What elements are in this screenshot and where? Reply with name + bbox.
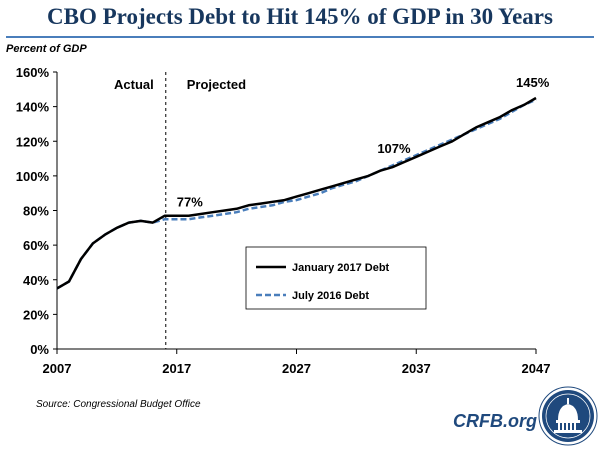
y-tick-labels: 0% 20% 40% 60% 80% 100% 120% 140% 160% xyxy=(16,65,50,357)
chart-annotations: 77% 107% 145% xyxy=(177,75,550,210)
chart-legend: January 2017 Debt July 2016 Debt xyxy=(245,246,427,310)
x-tick-label: 2047 xyxy=(522,361,551,376)
x-tick-label: 2037 xyxy=(402,361,431,376)
y-tick-label: 140% xyxy=(16,100,50,115)
y-axis-label: Percent of GDP xyxy=(6,43,87,55)
y-tick-label: 20% xyxy=(23,307,49,322)
data-label: 107% xyxy=(377,141,411,156)
chart-series xyxy=(56,96,537,290)
y-tick-label: 0% xyxy=(30,342,49,357)
x-tick-label: 2007 xyxy=(43,361,72,376)
y-tick-label: 120% xyxy=(16,134,50,149)
y-tick-label: 80% xyxy=(23,204,49,219)
series-line-january-2017 xyxy=(56,96,537,290)
source-note: Source: Congressional Budget Office xyxy=(36,399,201,410)
x-tick-labels: 2007 2017 2027 2037 2047 xyxy=(43,361,551,376)
x-tick-label: 2027 xyxy=(282,361,311,376)
legend-entry: July 2016 Debt xyxy=(292,290,369,302)
region-label-projected: Projected xyxy=(187,77,246,92)
data-label: 145% xyxy=(516,75,550,90)
region-label-actual: Actual xyxy=(114,77,154,92)
y-tick-label: 60% xyxy=(23,238,49,253)
y-tick-label: 100% xyxy=(16,169,50,184)
x-tick-label: 2017 xyxy=(162,361,191,376)
data-label: 77% xyxy=(177,195,203,210)
chart-title: CBO Projects Debt to Hit 145% of GDP in … xyxy=(47,4,553,29)
legend-box xyxy=(245,246,427,310)
site-link[interactable]: CRFB.org xyxy=(453,411,537,431)
legend-entry: January 2017 Debt xyxy=(292,262,390,274)
capitol-dome-seal-icon xyxy=(538,386,598,446)
chart-axes: Actual Projected xyxy=(53,71,537,354)
y-tick-label: 40% xyxy=(23,273,49,288)
y-tick-label: 160% xyxy=(16,65,50,80)
title-underline xyxy=(6,36,594,38)
